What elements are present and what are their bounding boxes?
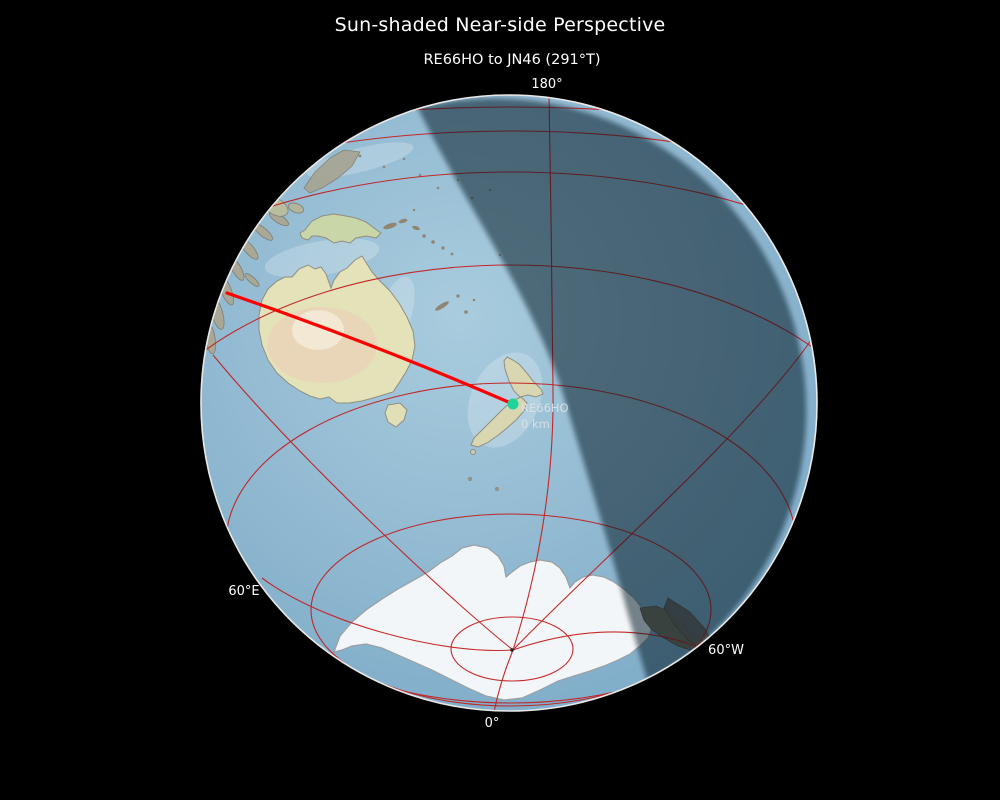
island-subantarctic-1 [467,476,473,482]
globe-rim [200,94,818,712]
landmass-new-guinea [299,213,382,244]
meridian-120E [212,354,514,651]
globe-disc [201,95,817,711]
route-line [225,291,515,406]
route-subtitle: RE66HO to JN46 (291°T) [423,52,601,68]
page-title: Sun-shaded Near-side Perspective [334,14,666,36]
landmass-stewart-island [470,449,476,455]
australia-centre-tint [292,310,344,350]
island-subantarctic-2 [495,487,499,491]
graticule-label-60E: 60°E [228,584,259,599]
landmass-east-asia [303,149,361,194]
station-marker [507,398,519,410]
landmass-new-caledonia [435,301,449,311]
landmass-sulawesi [287,202,305,214]
landmass-tasmania [384,402,408,428]
landmass-nz-north-island [503,356,544,398]
marker-distance-label: 0 km [521,417,550,431]
graticule-label-0: 0° [485,716,500,731]
marker-label: RE66HO [521,401,569,415]
graticule-label-60W: 60°W [708,643,744,658]
landmass-timor [244,273,260,287]
meridian-0 [493,649,514,711]
night-shade [418,98,807,683]
south-pole-dot [510,648,514,652]
graticule-label-180: 180° [531,77,562,92]
parallel-75S [450,616,574,682]
meridian-60E [261,577,514,652]
